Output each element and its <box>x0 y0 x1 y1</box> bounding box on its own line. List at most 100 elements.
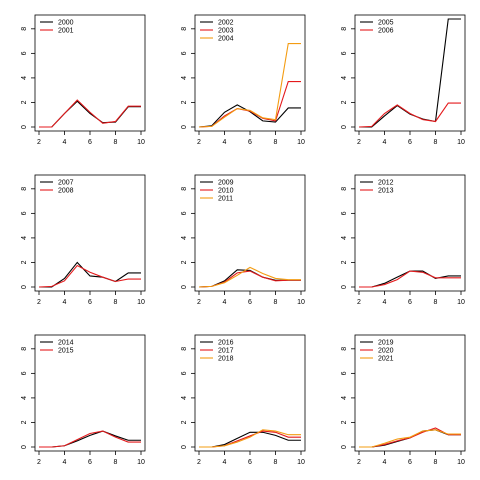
y-tick-label: 2 <box>341 100 348 104</box>
x-tick-label: 10 <box>457 299 465 306</box>
series-line-2021 <box>359 429 461 448</box>
legend-label-2013: 2013 <box>378 188 394 195</box>
y-tick-label: 8 <box>21 27 28 31</box>
legend-label-2014: 2014 <box>58 340 74 347</box>
y-tick-label: 0 <box>341 285 348 289</box>
plot-frame <box>194 334 306 452</box>
y-tick-label: 6 <box>341 211 348 215</box>
legend-label-2020: 2020 <box>378 348 394 355</box>
x-tick-label: 2 <box>197 139 201 146</box>
x-tick-label: 8 <box>434 459 438 466</box>
legend-label-2015: 2015 <box>58 348 74 355</box>
x-tick-label: 10 <box>137 459 145 466</box>
legend-label-2005: 2005 <box>378 20 394 27</box>
y-tick-label: 4 <box>341 76 348 80</box>
x-tick-label: 2 <box>357 299 361 306</box>
series-line-2018 <box>199 429 301 448</box>
x-tick-label: 2 <box>37 459 41 466</box>
y-tick-label: 2 <box>181 100 188 104</box>
legend-label-2016: 2016 <box>218 340 234 347</box>
x-tick-label: 10 <box>297 299 305 306</box>
x-tick-label: 8 <box>434 139 438 146</box>
y-tick-label: 0 <box>181 445 188 449</box>
y-tick-label: 6 <box>341 51 348 55</box>
y-tick-label: 4 <box>341 396 348 400</box>
series-line-2005 <box>359 18 461 128</box>
x-tick-label: 6 <box>88 459 92 466</box>
y-tick-label: 6 <box>341 371 348 375</box>
legend-label-2001: 2001 <box>58 28 74 35</box>
series-line-2001 <box>39 99 141 128</box>
y-tick-label: 0 <box>21 445 28 449</box>
series-line-2009 <box>198 269 301 288</box>
legend-label-2000: 2000 <box>58 20 74 27</box>
x-tick-label: 6 <box>408 299 412 306</box>
y-tick-label: 6 <box>21 51 28 55</box>
x-tick-label: 8 <box>274 459 278 466</box>
y-tick-label: 8 <box>181 187 188 191</box>
y-tick-label: 0 <box>21 125 28 129</box>
x-tick-label: 8 <box>114 139 118 146</box>
legend-label-2011: 2011 <box>218 196 233 203</box>
series-line-2012 <box>359 270 461 288</box>
legend-label-2018: 2018 <box>218 356 234 363</box>
y-tick-label: 8 <box>181 347 188 351</box>
x-tick-label: 6 <box>248 299 252 306</box>
legend-label-2021: 2021 <box>378 356 394 363</box>
legend-label-2008: 2008 <box>58 188 74 195</box>
y-tick-label: 2 <box>21 100 28 104</box>
y-tick-label: 0 <box>181 285 188 289</box>
y-tick-label: 2 <box>21 420 28 424</box>
y-tick-label: 8 <box>181 27 188 31</box>
y-tick-label: 2 <box>21 260 28 264</box>
x-tick-label: 4 <box>63 459 67 466</box>
series-line-2015 <box>39 430 141 448</box>
legend-label-2004: 2004 <box>218 36 234 43</box>
x-tick-label: 4 <box>223 139 227 146</box>
y-tick-label: 0 <box>341 125 348 129</box>
y-tick-label: 2 <box>341 260 348 264</box>
x-tick-label: 2 <box>197 299 201 306</box>
plot-frame <box>354 174 466 292</box>
y-tick-label: 6 <box>21 371 28 375</box>
y-tick-label: 6 <box>181 211 188 215</box>
plot-frame <box>194 174 306 292</box>
x-tick-label: 8 <box>114 299 118 306</box>
x-tick-label: 4 <box>223 299 227 306</box>
series-line-2008 <box>38 264 141 288</box>
y-tick-label: 8 <box>21 187 28 191</box>
x-tick-label: 4 <box>63 299 67 306</box>
plot-frame <box>34 174 146 292</box>
y-tick-label: 2 <box>181 260 188 264</box>
x-tick-label: 8 <box>114 459 118 466</box>
x-tick-label: 2 <box>357 459 361 466</box>
legend-label-2007: 2007 <box>58 180 74 187</box>
y-tick-label: 8 <box>341 347 348 351</box>
series-line-2011 <box>198 266 301 288</box>
y-tick-label: 4 <box>181 76 188 80</box>
y-tick-label: 0 <box>21 285 28 289</box>
series-line-2006 <box>358 102 461 128</box>
x-tick-label: 4 <box>63 139 67 146</box>
plot-frame <box>194 14 306 132</box>
y-tick-label: 2 <box>181 420 188 424</box>
x-tick-label: 2 <box>197 459 201 466</box>
series-line-2003 <box>198 81 301 128</box>
legend-label-2009: 2009 <box>218 180 234 187</box>
x-tick-label: 8 <box>434 299 438 306</box>
x-tick-label: 10 <box>297 139 305 146</box>
x-tick-label: 2 <box>357 139 361 146</box>
series-line-2007 <box>39 261 141 288</box>
x-tick-label: 2 <box>37 139 41 146</box>
x-tick-label: 6 <box>88 139 92 146</box>
y-tick-label: 8 <box>21 347 28 351</box>
x-tick-label: 6 <box>248 139 252 146</box>
y-tick-label: 8 <box>341 27 348 31</box>
y-tick-label: 4 <box>21 396 28 400</box>
